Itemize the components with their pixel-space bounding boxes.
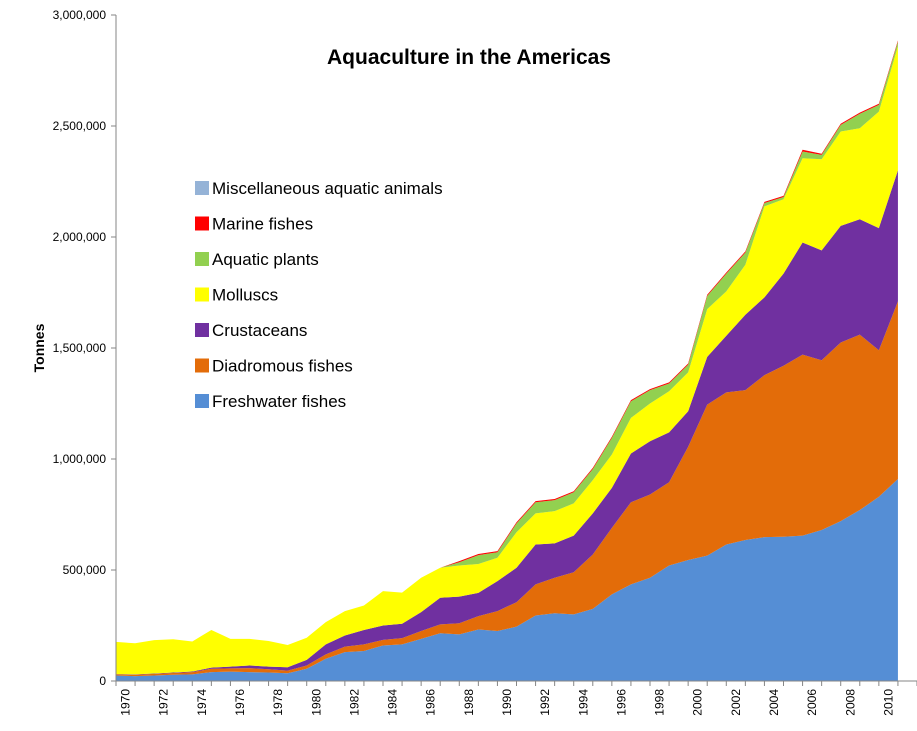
x-tick-label: 1990 — [500, 689, 514, 716]
legend-swatch — [195, 323, 209, 337]
legend-swatch — [195, 394, 209, 408]
y-tick-label: 1,500,000 — [53, 341, 107, 355]
x-tick-label: 1994 — [576, 689, 590, 716]
legend-label: Marine fishes — [212, 215, 313, 234]
legend-label: Aquatic plants — [212, 250, 319, 269]
area-series-group — [116, 40, 898, 681]
legend-swatch — [195, 252, 209, 266]
x-tick-label: 2000 — [691, 689, 705, 716]
legend-swatch — [195, 287, 209, 302]
x-tick-label: 2006 — [805, 689, 819, 716]
x-tick-label: 1998 — [653, 689, 667, 716]
y-tick-label: 1,000,000 — [53, 452, 107, 466]
x-tick-label: 1980 — [309, 689, 323, 716]
legend-swatch — [195, 216, 209, 231]
x-tick-label: 1974 — [195, 689, 209, 716]
y-tick-label: 500,000 — [63, 563, 107, 577]
x-tick-label: 1978 — [271, 689, 285, 716]
legend-swatch — [195, 181, 209, 195]
x-tick-label: 1988 — [462, 689, 476, 716]
area-diadromous-fishes — [116, 301, 898, 677]
legend-swatch — [195, 358, 209, 373]
x-tick-label: 2002 — [729, 689, 743, 716]
x-tick-label: 1986 — [424, 689, 438, 716]
legend-label: Diadromous fishes — [212, 357, 353, 376]
x-tick-label: 1976 — [233, 689, 247, 716]
y-axis-label: Tonnes — [31, 323, 47, 372]
x-tick-label: 2008 — [843, 689, 857, 716]
x-tick-label: 1996 — [614, 689, 628, 716]
x-tick-label: 1984 — [386, 689, 400, 716]
legend-label: Miscellaneous aquatic animals — [212, 179, 443, 198]
area-freshwater-fishes — [116, 478, 898, 681]
y-tick-label: 2,000,000 — [53, 230, 107, 244]
x-tick-label: 2010 — [881, 689, 895, 716]
x-tick-label: 1972 — [157, 689, 171, 716]
x-tick-label: 1970 — [119, 689, 133, 716]
legend-label: Crustaceans — [212, 321, 307, 340]
legend: Miscellaneous aquatic animals Marine fish… — [195, 179, 443, 411]
x-axis-ticks: 1970 1972 1974 1976 1978 1980 1982 1984 1986 1988… — [115, 681, 917, 716]
legend-label: Freshwater fishes — [212, 392, 346, 411]
y-tick-label: 2,500,000 — [53, 119, 107, 133]
x-tick-label: 1982 — [347, 689, 361, 716]
y-tick-label: 0 — [99, 674, 106, 688]
y-axis-ticks: 0 500,000 1,000,000 1,500,000 2,000,000 2,500… — [53, 8, 116, 688]
legend-label: Molluscs — [212, 286, 278, 305]
x-tick-label: 2004 — [767, 689, 781, 716]
chart-title: Aquaculture in the Americas — [327, 46, 611, 69]
y-tick-label: 3,000,000 — [53, 8, 107, 22]
area-molluscs — [116, 46, 898, 675]
x-tick-label: 1992 — [538, 689, 552, 716]
